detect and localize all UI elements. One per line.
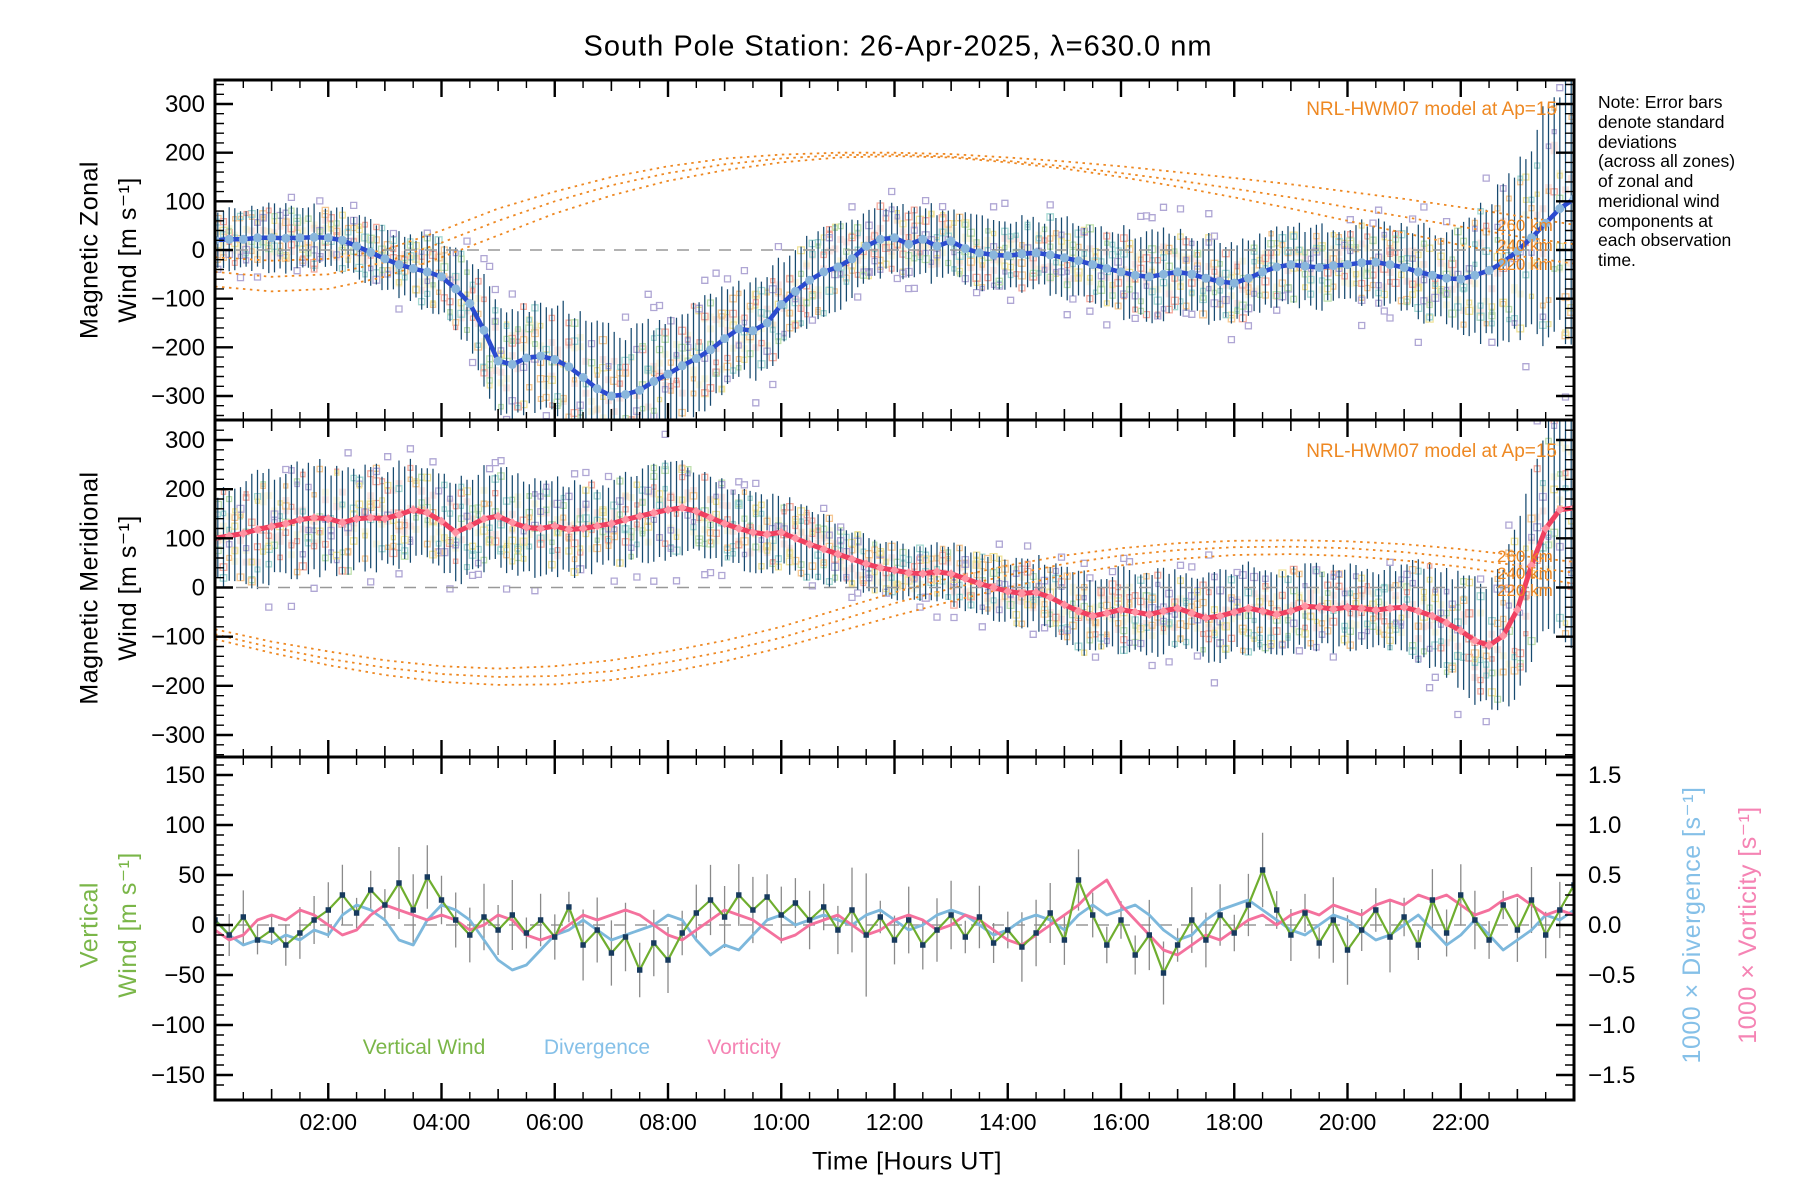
vertical-ytick-label: 150 xyxy=(165,762,205,789)
minor-ticks xyxy=(215,80,1574,1100)
meridional-ytick-label: −100 xyxy=(151,624,205,651)
zonal-ytick-label: 0 xyxy=(192,237,205,264)
model-label-meridional: NRL-HWM07 model at Ap=15 xyxy=(1306,441,1557,462)
x-axis-label: Time [Hours UT] xyxy=(812,1147,1002,1176)
altitude-label-260km-meridional: 260 km xyxy=(1497,547,1553,566)
vertical-ytick-label: −100 xyxy=(151,1012,205,1039)
right-ytick-label: 0.0 xyxy=(1588,912,1621,939)
x-tick-label: 10:00 xyxy=(752,1109,810,1135)
vorticity-line xyxy=(215,878,1574,957)
vorticity-axis-label: 1000 × Vorticity [s⁻¹] xyxy=(1734,806,1762,1044)
legend-vorticity: Vorticity xyxy=(707,1036,781,1059)
x-tick-label: 04:00 xyxy=(413,1109,471,1135)
meridional-ytick-label: −300 xyxy=(151,722,205,749)
meridional-ytick-label: 100 xyxy=(165,525,205,552)
x-tick-label: 02:00 xyxy=(299,1109,357,1135)
note-text: Note: Error bars denote standard deviati… xyxy=(1598,92,1736,271)
altitude-label-240km-meridional: 240 km xyxy=(1497,564,1553,583)
chart-title: South Pole Station: 26-Apr-2025, λ=630.0… xyxy=(583,30,1213,63)
panel-magnetic_meridional_wind xyxy=(215,420,1574,726)
meridional-ylabel-line2: Wind [m s⁻¹] xyxy=(114,515,142,661)
x-tick-label: 16:00 xyxy=(1092,1109,1150,1135)
vertical-ytick-label: 100 xyxy=(165,812,205,839)
model-curve-260km xyxy=(215,151,1574,262)
x-tick-label: 22:00 xyxy=(1432,1109,1490,1135)
vertical-ylabel-line2: Wind [m s⁻¹] xyxy=(114,852,142,998)
legend-vertical-wind: Vertical Wind xyxy=(362,1036,486,1059)
zonal-ytick-label: −200 xyxy=(151,334,205,361)
meridional-ytick-label: 200 xyxy=(165,476,205,503)
vertical-ylabel-line1: Vertical xyxy=(75,882,104,968)
meridional-ytick-label: 300 xyxy=(165,427,205,454)
x-tick-label: 20:00 xyxy=(1319,1109,1377,1135)
panel-vertical_wind_divergence_vorticity xyxy=(215,832,1574,1005)
zonal-ytick-label: 300 xyxy=(165,91,205,118)
model-curve-260km xyxy=(215,539,1574,670)
right-ytick-label: −1.0 xyxy=(1588,1012,1635,1039)
vertical-ytick-label: −150 xyxy=(151,1062,205,1089)
altitude-label-240km-zonal: 240 km xyxy=(1497,236,1553,255)
zonal-ytick-label: 200 xyxy=(165,140,205,167)
vertical-ytick-label: 50 xyxy=(178,862,205,889)
altitude-label-220km-meridional: 220 km xyxy=(1497,581,1553,600)
meridional-ytick-label: −200 xyxy=(151,673,205,700)
x-tick-label: 12:00 xyxy=(866,1109,924,1135)
right-ytick-label: 1.5 xyxy=(1588,762,1621,789)
zonal-ytick-label: −100 xyxy=(151,286,205,313)
meridional-ytick-label: 0 xyxy=(192,575,205,602)
zonal-ylabel-line1: Magnetic Zonal xyxy=(75,161,104,339)
zonal-mean-line xyxy=(215,197,1574,399)
altitude-label-260km-zonal: 260 km xyxy=(1497,216,1553,235)
model-label-zonal: NRL-HWM07 model at Ap=15 xyxy=(1306,99,1557,120)
x-tick-label: 18:00 xyxy=(1205,1109,1263,1135)
zonal-ytick-label: 100 xyxy=(165,188,205,215)
model-curve-240km xyxy=(215,545,1574,678)
divergence-axis-label: 1000 × Divergence [s⁻¹] xyxy=(1678,786,1706,1064)
model-curve-240km xyxy=(215,153,1574,278)
zonal-ylabel-line2: Wind [m s⁻¹] xyxy=(114,177,142,323)
meridional-ylabel-line1: Magnetic Meridional xyxy=(75,471,104,705)
right-ytick-label: −0.5 xyxy=(1588,962,1635,989)
x-tick-label: 08:00 xyxy=(639,1109,697,1135)
hour-ticks xyxy=(270,80,1519,1100)
x-tick-label: 14:00 xyxy=(979,1109,1037,1135)
panel-border-2 xyxy=(213,755,1576,1102)
right-ytick-label: 1.0 xyxy=(1588,812,1621,839)
legend-divergence: Divergence xyxy=(543,1036,651,1059)
right-ytick-label: −1.5 xyxy=(1588,1062,1635,1089)
vertical-ytick-label: 0 xyxy=(192,912,205,939)
vertical-ytick-label: −50 xyxy=(164,962,205,989)
right-ytick-label: 0.5 xyxy=(1588,862,1621,889)
panel-magnetic_zonal_wind xyxy=(215,80,1574,420)
x-tick-label: 06:00 xyxy=(526,1109,584,1135)
model-curve-220km xyxy=(215,155,1574,293)
meridional-markers xyxy=(215,503,1574,650)
zonal-ytick-label: −300 xyxy=(151,383,205,410)
altitude-label-220km-zonal: 220 km xyxy=(1497,255,1553,274)
